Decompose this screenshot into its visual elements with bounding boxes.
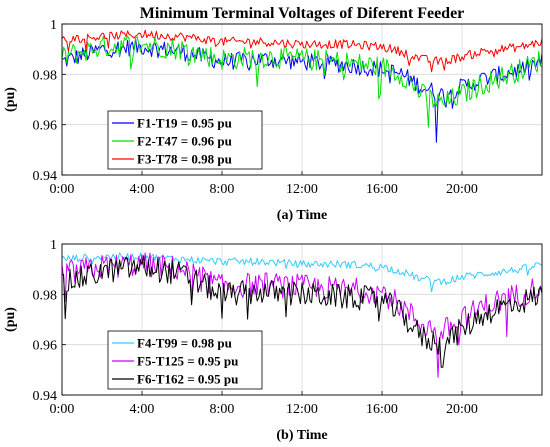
y-tick-label: 1 [50, 238, 57, 253]
legend: F4-T99 = 0.98 pu F5-T125 = 0.95 pu F6-T162… [107, 330, 263, 390]
y-tick-label: 0.96 [33, 339, 58, 354]
x-tick-label: 0:00 [50, 402, 75, 417]
x-tick-label: 20:00 [446, 402, 478, 417]
legend-label: F1-T19 = 0.95 pu [137, 116, 232, 131]
x-tick-label: 16:00 [366, 402, 398, 417]
y-tick-label: 0.98 [33, 68, 58, 83]
legend-label: F3-T78 = 0.98 pu [137, 152, 232, 167]
chart-panel-2: 0:00 4:00 8:00 12:00 16:00 20:00 0.94 0.96 0.98 1… [3, 238, 543, 443]
series-line-6 [62, 255, 542, 368]
x-tick-label: 20:00 [446, 182, 478, 197]
series-line-2 [62, 35, 542, 128]
y-axis-label: (pu) [3, 87, 18, 112]
x-axis-label: (a) Time [277, 208, 327, 223]
y-tick-label: 0.94 [33, 389, 58, 404]
legend-label: F4-T99 = 0.98 pu [137, 336, 232, 351]
legend-label: F5-T125 = 0.95 pu [137, 354, 238, 369]
legend: F1-T19 = 0.95 pu F2-T47 = 0.96 pu F3-T78 =… [107, 110, 263, 170]
x-axis-label: (b) Time [276, 428, 327, 443]
x-tick-label: 8:00 [210, 182, 235, 197]
series-line-4 [62, 252, 542, 293]
series-line-5 [62, 252, 542, 378]
x-tick-label: 12:00 [286, 402, 318, 417]
x-tick-label: 12:00 [286, 182, 318, 197]
series-line-3 [62, 29, 542, 73]
y-tick-label: 0.96 [33, 119, 58, 134]
chart-panel-1: 0:00 4:00 8:00 12:00 16:00 20:00 0.94 0.96 0.98 1… [3, 5, 543, 223]
x-tick-label: 8:00 [210, 402, 235, 417]
x-tick-label: 0:00 [50, 182, 75, 197]
legend-label: F6-T162 = 0.95 pu [137, 372, 238, 387]
x-tick-label: 4:00 [130, 402, 155, 417]
y-tick-label: 0.98 [33, 288, 58, 303]
y-tick-label: 1 [50, 18, 57, 33]
legend-label: F2-T47 = 0.96 pu [137, 134, 232, 149]
x-tick-label: 4:00 [130, 182, 155, 197]
series-line-1 [62, 37, 542, 143]
x-tick-label: 16:00 [366, 182, 398, 197]
chart-title: Minimum Terminal Voltages of Diferent Fe… [140, 5, 465, 22]
y-axis-label: (pu) [3, 307, 18, 332]
y-tick-label: 0.94 [33, 169, 58, 184]
